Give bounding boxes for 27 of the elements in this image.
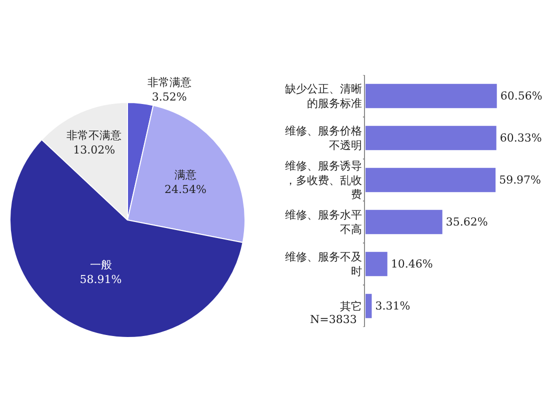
slice-label: 满意	[174, 168, 196, 182]
text: N=3833	[310, 313, 357, 326]
data-label: 58.91%	[80, 272, 122, 286]
data-label: 59.97%	[499, 174, 542, 186]
y-tick-label: 维修、服务水平不高	[284, 208, 362, 236]
slice-label: 非常不满意	[66, 129, 122, 142]
bar	[365, 208, 444, 236]
bar	[365, 82, 498, 110]
bar	[365, 166, 497, 194]
bar	[365, 124, 498, 152]
y-tick-label: 维修、服务诱导，多收费、乱收费	[284, 160, 362, 202]
y-tick-label: 缺少公正、清晰的服务标准	[284, 82, 362, 110]
data-label: 10.46%	[390, 258, 433, 270]
data-label: 24.54%	[164, 182, 206, 196]
data-label: 13.02%	[73, 144, 116, 157]
slice-label: 一般	[90, 258, 112, 272]
y-tick-label: 维修、服务不及时	[284, 250, 362, 278]
data-label: 3.52%	[152, 90, 187, 104]
data-label: 60.56%	[500, 90, 542, 102]
bar	[365, 250, 388, 278]
slice-label: 非常满意	[147, 76, 192, 90]
y-tick-label: 维修、服务价格不透明	[284, 124, 362, 152]
data-label: 3.31%	[375, 300, 410, 312]
data-label: 35.62%	[446, 216, 488, 228]
y-tick-label: 其它	[340, 300, 362, 313]
bar	[365, 292, 373, 320]
data-label: 60.33%	[500, 132, 542, 144]
